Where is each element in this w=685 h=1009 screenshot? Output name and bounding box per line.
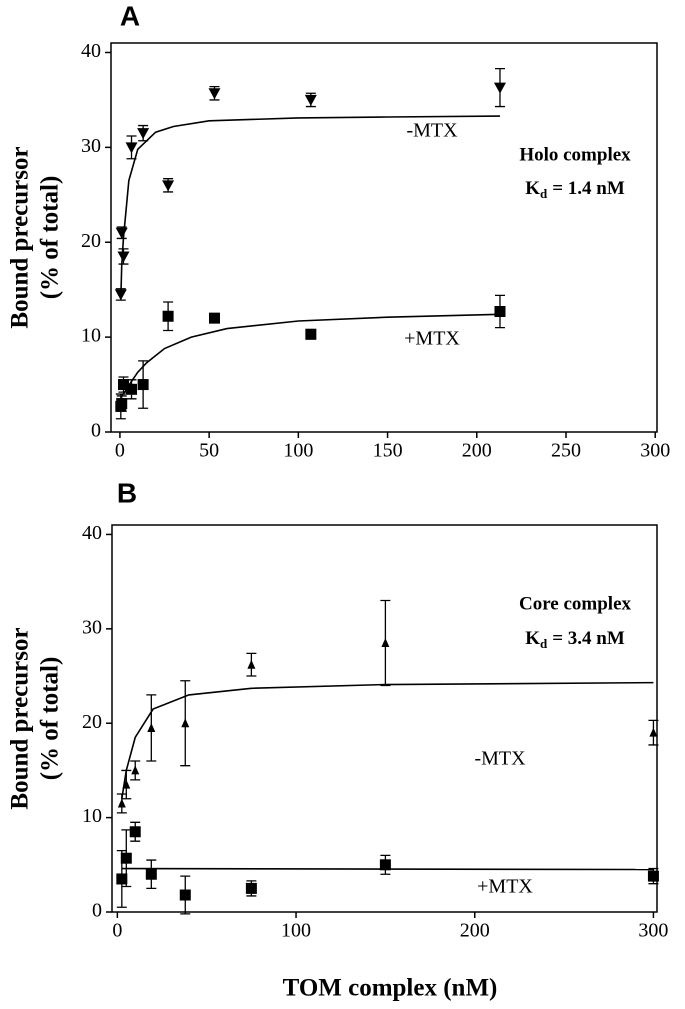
x-tick-label: 0 <box>112 920 122 942</box>
x-tick-label: 300 <box>638 920 668 942</box>
x-tick-label: 100 <box>283 440 313 462</box>
marker <box>137 379 149 391</box>
fit-line <box>121 681 654 799</box>
kd-symbol: K <box>525 178 540 199</box>
kd-subscript: d <box>540 186 548 201</box>
marker <box>137 128 150 140</box>
y-tick-label: 40 <box>82 522 102 544</box>
x-tick-label: 250 <box>551 440 581 462</box>
marker <box>493 82 506 94</box>
plot-frame <box>111 524 658 913</box>
marker <box>114 289 127 301</box>
marker <box>494 306 506 318</box>
marker <box>162 180 175 192</box>
marker <box>245 882 257 894</box>
series-label: -MTX <box>474 748 526 770</box>
y-tick-label: 10 <box>81 325 101 347</box>
x-tick-label: 300 <box>640 440 670 462</box>
marker <box>179 889 191 901</box>
marker <box>117 379 129 391</box>
y-axis-label: Bound precursor <box>7 146 34 328</box>
marker <box>129 826 141 838</box>
marker <box>116 873 128 885</box>
series-label: +MTX <box>404 328 460 350</box>
y-tick-label: 30 <box>81 135 101 157</box>
y-tick-label: 20 <box>82 711 102 733</box>
y-tick-label: 20 <box>81 230 101 252</box>
y-axis-label: (% of total) <box>37 176 64 300</box>
kd-symbol: K <box>525 628 540 649</box>
kd-annotation: Kd = 1.4 nM <box>525 178 625 201</box>
marker <box>145 868 157 880</box>
panel-letter: A <box>120 0 140 31</box>
marker <box>115 227 128 239</box>
kd-annotation: Kd = 3.4 nM <box>525 628 625 651</box>
marker <box>247 659 256 669</box>
marker <box>147 722 156 732</box>
y-tick-label: 0 <box>92 900 102 922</box>
marker <box>162 310 174 322</box>
kd-value: = 3.4 nM <box>552 628 625 649</box>
marker <box>649 727 658 737</box>
y-tick-label: 10 <box>82 805 102 827</box>
marker <box>181 718 190 728</box>
marker <box>117 798 126 808</box>
x-tick-label: 200 <box>462 440 492 462</box>
x-tick-label: 50 <box>199 440 219 462</box>
marker <box>120 852 132 864</box>
marker <box>305 328 317 340</box>
marker <box>379 859 391 871</box>
y-tick-label: 0 <box>91 420 101 442</box>
x-tick-label: 0 <box>115 440 125 462</box>
marker <box>381 637 390 647</box>
kd-value: = 1.4 nM <box>552 178 625 199</box>
y-axis-label: (% of total) <box>37 657 64 781</box>
y-tick-label: 40 <box>81 40 101 62</box>
x-tick-label: 100 <box>281 920 311 942</box>
series-label: +MTX <box>477 876 533 898</box>
kd-subscript: d <box>540 636 548 651</box>
marker <box>131 765 140 775</box>
marker <box>116 398 128 410</box>
annotation: Core complex <box>519 593 632 614</box>
x-axis-label: TOM complex (nM) <box>283 975 498 1002</box>
marker <box>122 779 131 789</box>
marker <box>125 142 138 154</box>
y-tick-label: 30 <box>82 616 102 638</box>
marker <box>126 383 138 395</box>
marker <box>117 251 130 263</box>
y-axis-label: Bound precursor <box>7 627 34 809</box>
panel-letter: B <box>117 477 137 508</box>
marker <box>304 94 317 106</box>
x-tick-label: 150 <box>373 440 403 462</box>
marker <box>647 870 659 882</box>
annotation: Holo complex <box>519 144 631 165</box>
x-tick-label: 200 <box>460 920 490 942</box>
series-label: -MTX <box>406 120 458 142</box>
fit-line <box>120 115 500 300</box>
marker <box>208 88 221 100</box>
fit-line <box>121 313 501 397</box>
plot-frame <box>110 42 658 433</box>
marker <box>208 312 220 324</box>
